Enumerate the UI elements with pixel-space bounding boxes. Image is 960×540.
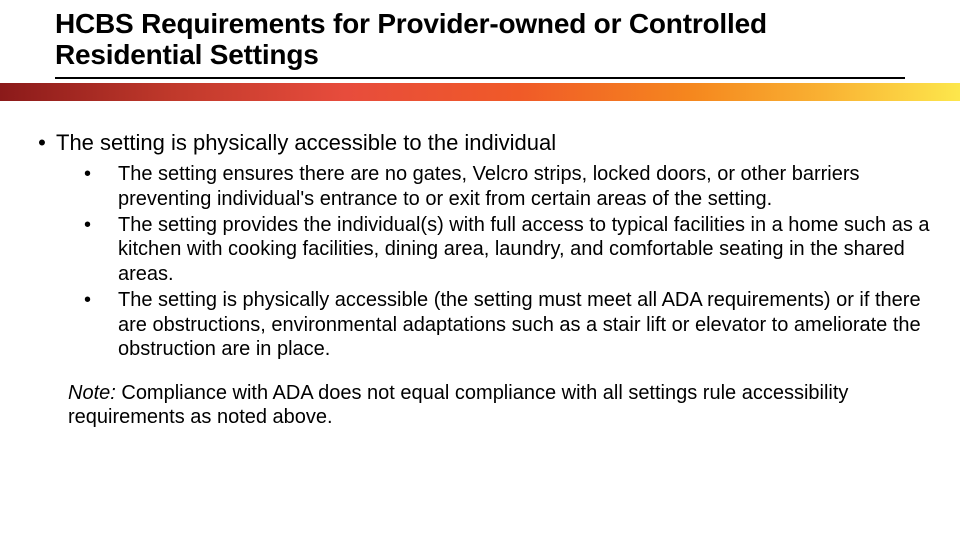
slide: HCBS Requirements for Provider-owned or … (0, 0, 960, 540)
bullet-icon: • (28, 129, 56, 157)
list-item-text: The setting ensures there are no gates, … (118, 162, 932, 211)
note: Note: Compliance with ADA does not equal… (68, 381, 912, 429)
gradient-bar (0, 83, 960, 101)
list-item: • The setting is physically accessible t… (28, 129, 932, 157)
bullet-icon: • (76, 288, 118, 361)
list-item-text: The setting is physically accessible to … (56, 129, 556, 157)
bullet-icon: • (76, 162, 118, 211)
title-area: HCBS Requirements for Provider-owned or … (0, 0, 960, 75)
top-list: • The setting is physically accessible t… (28, 129, 932, 157)
list-item-text: The setting provides the individual(s) w… (118, 213, 932, 286)
page-title: HCBS Requirements for Provider-owned or … (55, 8, 905, 71)
bullet-icon: • (76, 213, 118, 286)
list-item: •The setting is physically accessible (t… (76, 288, 932, 361)
sub-list: •The setting ensures there are no gates,… (76, 162, 932, 361)
note-label: Note: (68, 382, 116, 404)
note-text: Compliance with ADA does not equal compl… (68, 382, 848, 428)
title-divider (55, 77, 905, 79)
list-item: •The setting provides the individual(s) … (76, 213, 932, 286)
content-area: • The setting is physically accessible t… (0, 101, 960, 430)
list-item: •The setting ensures there are no gates,… (76, 162, 932, 211)
list-item-text: The setting is physically accessible (th… (118, 288, 932, 361)
